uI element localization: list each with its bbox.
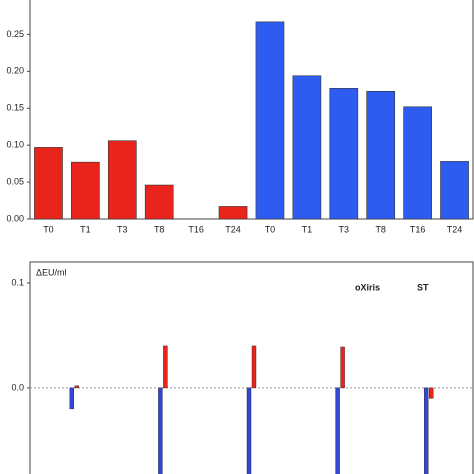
bar — [292, 75, 322, 220]
bar — [340, 346, 345, 389]
bar — [335, 387, 340, 474]
x-tick-label: T8 — [375, 224, 386, 234]
bar — [255, 21, 285, 220]
y-tick-label: 0.05 — [6, 176, 24, 186]
bar — [403, 106, 432, 220]
bar — [366, 90, 396, 220]
x-tick-label: T24 — [225, 224, 241, 234]
bottom-frame — [29, 261, 474, 474]
x-tick-label: T3 — [339, 224, 350, 234]
bar — [429, 387, 434, 399]
y-tick-label: 0.20 — [6, 66, 24, 76]
x-tick-label: T24 — [447, 224, 463, 234]
y-axis-label: ΔEU/ml — [36, 267, 67, 277]
y-tick-label: 0.15 — [6, 103, 24, 113]
bar — [107, 140, 137, 220]
x-tick-label: T1 — [80, 224, 91, 234]
bar — [424, 387, 429, 474]
top-frame — [29, 0, 474, 220]
legend-label: ST — [417, 282, 429, 292]
y-tick-label: 0.10 — [6, 140, 24, 150]
bar — [329, 88, 359, 220]
bar — [144, 184, 174, 220]
bar — [71, 161, 100, 220]
bar — [251, 345, 257, 389]
bar — [74, 385, 80, 389]
bar — [246, 387, 252, 474]
x-tick-label: T16 — [410, 224, 426, 234]
bar — [69, 387, 75, 410]
bar — [218, 206, 248, 220]
legend-label: oXiris — [355, 282, 380, 292]
y-tick-label: 0.25 — [6, 29, 24, 39]
bar — [158, 387, 163, 474]
y-tick-label: 0.0 — [11, 382, 24, 392]
x-tick-label: T0 — [43, 224, 54, 234]
x-tick-label: T1 — [302, 224, 313, 234]
x-tick-label: T16 — [188, 224, 204, 234]
bar — [440, 161, 469, 220]
x-tick-label: T3 — [117, 224, 128, 234]
y-tick-label: 0.1 — [11, 277, 24, 287]
bar — [163, 345, 168, 389]
x-tick-label: T0 — [265, 224, 276, 234]
y-tick-label: 0.00 — [6, 213, 24, 223]
bar — [34, 147, 63, 220]
x-tick-label: T8 — [154, 224, 165, 234]
